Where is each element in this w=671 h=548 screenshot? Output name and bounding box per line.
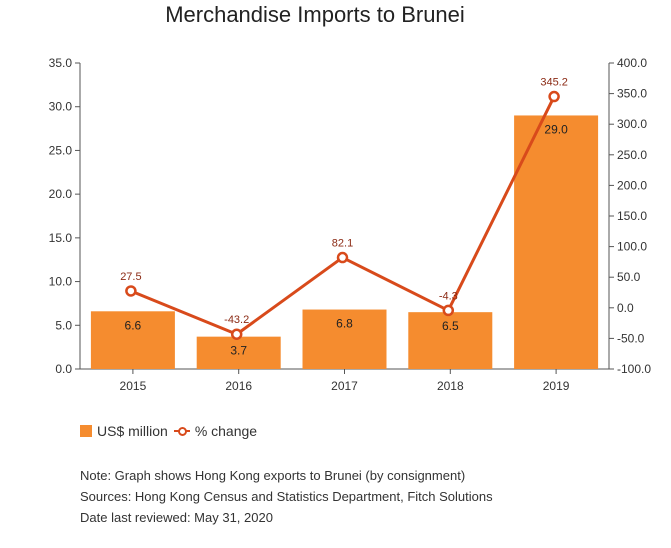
bar xyxy=(196,336,281,369)
y-left-tick-label: 35.0 xyxy=(49,56,73,70)
line-value-label: 345.2 xyxy=(540,77,568,89)
line-value-label: 82.1 xyxy=(332,238,353,250)
note-text: Note: Graph shows Hong Kong exports to B… xyxy=(80,468,466,483)
sources-text: Sources: Hong Kong Census and Statistics… xyxy=(80,489,493,504)
y-left-tick-label: 5.0 xyxy=(55,318,72,332)
chart-notes: Note: Graph shows Hong Kong exports to B… xyxy=(80,465,493,528)
y-left-tick-label: 30.0 xyxy=(49,100,73,114)
y-left-tick-label: 15.0 xyxy=(49,231,73,245)
y-right-tick-label: -50.0 xyxy=(617,331,645,345)
bar-value-label: 6.8 xyxy=(336,317,353,331)
bar-value-label: 6.6 xyxy=(125,318,142,332)
bar xyxy=(302,309,387,369)
y-right-tick-label: 300.0 xyxy=(617,117,647,131)
legend-swatch-line xyxy=(173,425,190,437)
legend-label-bars: US$ million xyxy=(97,423,168,439)
line-value-label: -43.2 xyxy=(224,314,249,326)
legend-item-line[interactable]: % change xyxy=(173,423,258,439)
y-right-tick-label: 350.0 xyxy=(617,87,647,101)
y-left-tick-label: 25.0 xyxy=(49,143,73,157)
bar-value-label: 3.7 xyxy=(230,344,247,358)
line-point xyxy=(230,328,243,340)
chart-legend: US$ million % change xyxy=(80,423,263,439)
y-left-tick-label: 0.0 xyxy=(55,362,72,376)
line-point xyxy=(125,285,137,297)
legend-label-line: % change xyxy=(194,423,258,439)
y-right-tick-label: 400.0 xyxy=(617,56,647,70)
date-reviewed-text: Date last reviewed: May 31, 2020 xyxy=(80,510,273,525)
chart-plot: 0.0 5.0 10.0 15.0 20.0 25.0 30.0 35.0 -100.0 -50.… xyxy=(49,56,652,393)
chart-title: Merchandise Imports to Brunei xyxy=(165,2,465,27)
line-point xyxy=(548,90,560,103)
x-tick-label: 2018 xyxy=(437,379,464,393)
x-tick-label: 2017 xyxy=(331,379,358,393)
y-right-tick-label: -100.0 xyxy=(617,362,651,376)
bar-value-label: 6.5 xyxy=(442,319,459,333)
bar-value-label: 29.0 xyxy=(544,122,568,136)
x-tick-label: 2015 xyxy=(120,379,147,393)
y-left-tick-label: 20.0 xyxy=(49,187,73,201)
y-right-tick-label: 0.0 xyxy=(617,301,634,315)
legend-swatch-bar xyxy=(80,425,92,437)
y-right-tick-label: 100.0 xyxy=(617,240,647,254)
y-right-tick-label: 250.0 xyxy=(617,148,647,162)
y-right-tick-label: 200.0 xyxy=(617,178,647,192)
line-value-label: 27.5 xyxy=(120,271,141,283)
line-point xyxy=(442,304,455,317)
line-series xyxy=(130,95,556,336)
line-point xyxy=(336,251,349,264)
y-left-tick-label: 10.0 xyxy=(49,275,73,289)
bar xyxy=(90,311,175,369)
bar xyxy=(408,312,493,369)
x-tick-label: 2016 xyxy=(225,379,252,393)
y-right-tick-label: 50.0 xyxy=(617,270,641,284)
y-right-tick-label: 150.0 xyxy=(617,209,647,223)
x-tick-label: 2019 xyxy=(543,379,570,393)
line-value-label: -4.3 xyxy=(439,290,458,302)
legend-item-bars[interactable]: US$ million xyxy=(80,423,168,439)
bar xyxy=(514,115,599,369)
